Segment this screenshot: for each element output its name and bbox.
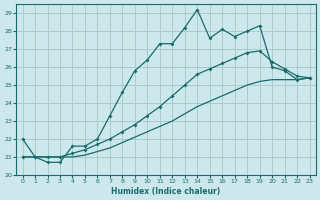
- X-axis label: Humidex (Indice chaleur): Humidex (Indice chaleur): [111, 187, 221, 196]
